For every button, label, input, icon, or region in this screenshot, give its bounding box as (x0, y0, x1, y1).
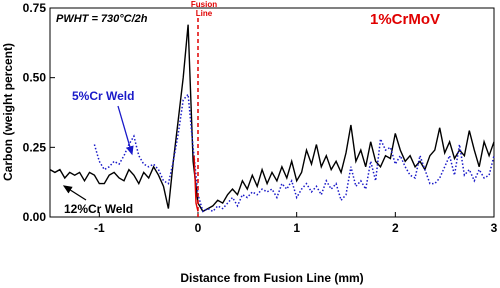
series-label: 12%Cr Weld (64, 202, 133, 216)
x-tick-label: -1 (94, 221, 105, 235)
material-label: 1%CrMoV (370, 11, 440, 28)
series-line (93, 92, 495, 213)
y-tick-label: 0.75 (23, 1, 47, 15)
y-axis-label: Carbon (weight percent) (1, 43, 15, 181)
x-tick-label: 1 (293, 221, 300, 235)
plot-area: 0.00 0.25 0.50 0.75 -1 0 1 2 3 (23, 1, 498, 235)
x-tick-label: 3 (491, 221, 498, 235)
series-line (49, 24, 495, 213)
fusion-label: Line (196, 9, 213, 18)
y-tick-label: 0.00 (23, 210, 47, 224)
arrow (117, 105, 134, 156)
x-tick-label: 2 (392, 221, 399, 235)
series-label: 5%Cr Weld (72, 89, 134, 103)
x-axis-label: Distance from Fusion Line (mm) (180, 271, 363, 285)
plot-frame (49, 7, 495, 218)
y-tick-label: 0.50 (23, 71, 47, 85)
fusion-label: Fusion (191, 0, 217, 9)
x-tick-label: 0 (195, 221, 202, 235)
arrow (62, 185, 87, 201)
condition-label: PWHT = 730°C/2h (56, 13, 148, 25)
y-tick-label: 0.25 (23, 140, 47, 154)
